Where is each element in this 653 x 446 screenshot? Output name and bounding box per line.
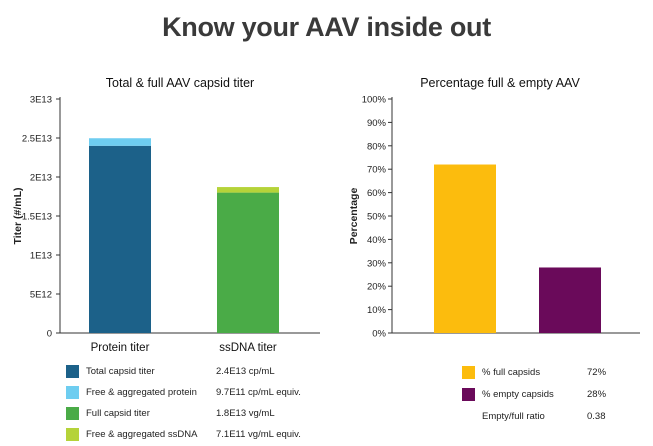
y-tick-label: 30%: [367, 258, 387, 269]
y-tick-label: 0%: [372, 329, 386, 340]
bar-segment: [217, 192, 279, 333]
legend-swatch: [462, 366, 475, 379]
left-chart-title: Total & full AAV capsid titer: [105, 76, 255, 90]
bar: [539, 267, 601, 333]
legend-swatch: [66, 407, 79, 420]
y-axis-label: Titer (#/mL): [12, 188, 24, 245]
y-tick-label: 1.5E13: [22, 212, 52, 223]
legend-label: Full capsid titer: [86, 408, 150, 419]
legend-value: 0.38: [587, 411, 606, 422]
legend-value: 9.7E11 cp/mL equiv.: [216, 387, 301, 398]
legend-value: 72%: [587, 367, 607, 378]
legend-label: Total capsid titer: [86, 366, 155, 377]
y-tick-label: 40%: [367, 235, 387, 246]
y-tick-label: 2.5E13: [22, 134, 52, 145]
legend-label: Free & aggregated ssDNA: [86, 429, 198, 440]
y-tick-label: 20%: [367, 282, 387, 293]
left-chart-legend: Total capsid titer 2.4E13 cp/mL Free & a…: [66, 365, 336, 445]
y-tick-label: 90%: [367, 118, 387, 129]
bar-segment: [89, 138, 151, 146]
right-chart-title: Percentage full & empty AAV: [420, 76, 580, 90]
legend-value: 28%: [587, 389, 607, 400]
x-category-label: ssDNA titer: [219, 342, 277, 354]
legend-value: 7.1E11 vg/mL equiv.: [216, 429, 301, 440]
legend-label: % empty capsids: [482, 389, 554, 400]
y-tick-label: 1E13: [30, 251, 52, 262]
page-title: Know your AAV inside out: [162, 12, 491, 42]
legend-value: 1.8E13 vg/mL: [216, 408, 275, 419]
legend-swatch: [462, 388, 475, 401]
y-axis-label: Percentage: [348, 188, 360, 245]
y-tick-label: 3E13: [30, 95, 52, 106]
y-tick-label: 100%: [362, 95, 387, 106]
legend-value: 2.4E13 cp/mL: [216, 366, 275, 377]
y-tick-label: 60%: [367, 188, 387, 199]
y-tick-label: 70%: [367, 165, 387, 176]
bar: [434, 164, 496, 333]
right-chart-legend: % full capsids 72% % empty capsids 28% E…: [462, 366, 642, 426]
y-tick-label: 5E12: [30, 290, 52, 301]
legend-swatch: [66, 365, 79, 378]
x-category-label: Protein titer: [91, 342, 150, 354]
legend-label: Free & aggregated protein: [86, 387, 197, 398]
y-tick-label: 50%: [367, 212, 387, 223]
legend-swatch: [66, 386, 79, 399]
y-tick-label: 0: [47, 329, 52, 340]
legend-label: % full capsids: [482, 367, 541, 378]
y-tick-label: 80%: [367, 141, 387, 152]
legend-label: Empty/full ratio: [482, 411, 545, 422]
y-tick-label: 2E13: [30, 173, 52, 184]
bar-segment: [217, 187, 279, 193]
legend-swatch: [66, 428, 79, 441]
bar-segment: [89, 145, 151, 333]
y-tick-label: 10%: [367, 305, 387, 316]
